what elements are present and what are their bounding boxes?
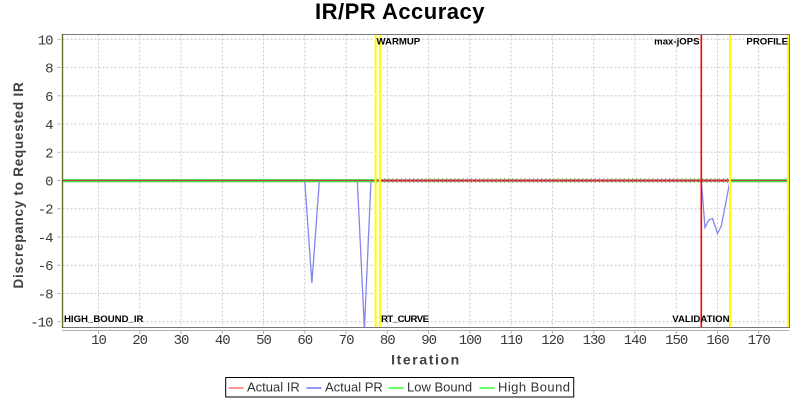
- svg-text:8: 8: [45, 62, 53, 78]
- svg-text:-8: -8: [38, 288, 53, 304]
- svg-text:70: 70: [339, 333, 354, 349]
- svg-text:Actual PR: Actual PR: [325, 380, 383, 395]
- svg-text:30: 30: [174, 333, 189, 349]
- svg-text:Iteration: Iteration: [391, 352, 461, 368]
- svg-text:max-jOPS: max-jOPS: [654, 37, 700, 48]
- svg-text:IR/PR Accuracy: IR/PR Accuracy: [315, 0, 485, 24]
- svg-text:High Bound: High Bound: [498, 380, 570, 395]
- svg-text:100: 100: [459, 333, 482, 349]
- svg-text:130: 130: [583, 333, 606, 349]
- svg-text:10: 10: [38, 33, 53, 49]
- svg-text:Actual IR: Actual IR: [247, 380, 300, 395]
- svg-text:WARMUP: WARMUP: [377, 37, 421, 48]
- svg-text:60: 60: [297, 333, 312, 349]
- svg-text:Discrepancy to Requested IR: Discrepancy to Requested IR: [11, 81, 26, 288]
- svg-text:40: 40: [215, 333, 230, 349]
- svg-text:2: 2: [45, 146, 53, 162]
- svg-text:6: 6: [45, 90, 53, 106]
- svg-text:120: 120: [541, 333, 564, 349]
- svg-text:RT_CURVE: RT_CURVE: [381, 314, 430, 325]
- svg-text:170: 170: [748, 333, 771, 349]
- svg-text:110: 110: [500, 333, 523, 349]
- svg-text:20: 20: [132, 333, 147, 349]
- svg-text:VALIDATION: VALIDATION: [672, 314, 729, 325]
- svg-text:10: 10: [91, 333, 106, 349]
- svg-text:-6: -6: [38, 259, 53, 275]
- svg-text:160: 160: [706, 333, 729, 349]
- svg-text:90: 90: [421, 333, 436, 349]
- svg-text:HIGH_BOUND_IR: HIGH_BOUND_IR: [64, 314, 143, 325]
- svg-text:PROFILE: PROFILE: [746, 37, 788, 48]
- svg-text:4: 4: [45, 118, 53, 134]
- svg-text:-2: -2: [38, 203, 53, 219]
- svg-text:-4: -4: [38, 231, 53, 247]
- svg-text:-10: -10: [30, 316, 53, 332]
- svg-text:Low Bound: Low Bound: [407, 380, 472, 395]
- svg-text:150: 150: [665, 333, 688, 349]
- svg-text:0: 0: [45, 175, 53, 191]
- svg-text:50: 50: [256, 333, 271, 349]
- svg-text:140: 140: [624, 333, 647, 349]
- svg-text:80: 80: [380, 333, 395, 349]
